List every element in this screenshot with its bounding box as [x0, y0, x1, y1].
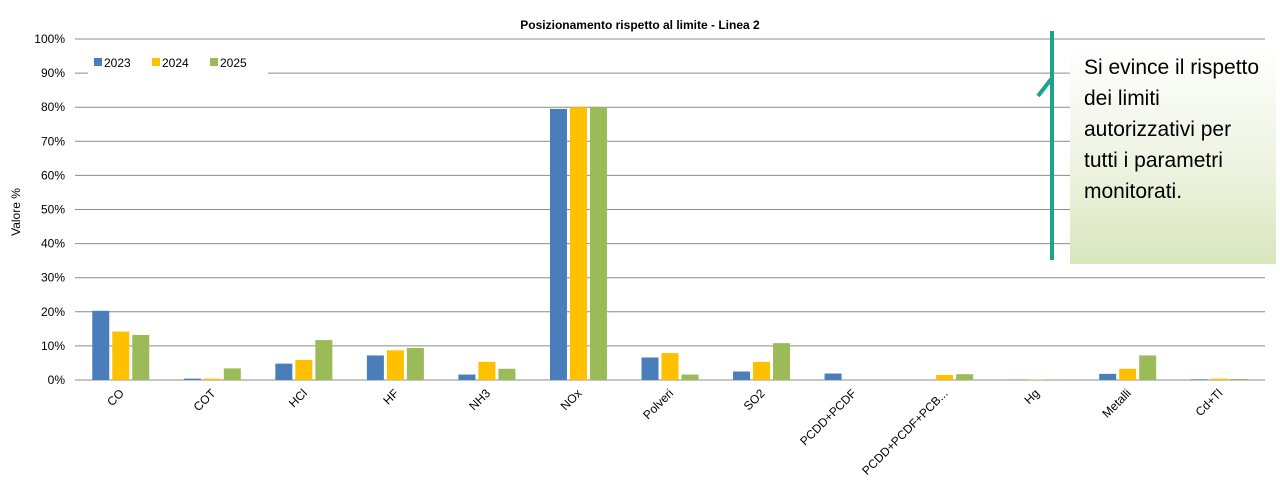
- legend-swatch: [210, 58, 218, 66]
- bar: [458, 374, 476, 380]
- x-tick-label: PCDD+PCDF: [797, 386, 859, 448]
- bar: [569, 107, 587, 380]
- bar: [641, 357, 659, 380]
- x-tick-label: COT: [191, 386, 219, 414]
- legend-swatch: [94, 58, 102, 66]
- legend-swatch: [152, 58, 160, 66]
- bar: [1139, 355, 1157, 380]
- bar: [773, 343, 791, 380]
- bar: [315, 340, 333, 380]
- x-tick-label: Hg: [1022, 386, 1043, 407]
- bar: [549, 108, 567, 380]
- callout-pointer: [1036, 76, 1054, 98]
- bar: [1210, 378, 1228, 380]
- bar: [1099, 373, 1117, 380]
- legend-label: 2025: [220, 56, 247, 70]
- bar: [478, 361, 496, 380]
- bar: [1190, 379, 1208, 380]
- x-tick-label: PCDD+PCDF+PCB...: [859, 386, 950, 477]
- bar: [498, 368, 516, 380]
- y-tick-label: 20%: [41, 305, 65, 319]
- y-tick-label: 100%: [34, 32, 65, 46]
- bar: [112, 331, 130, 380]
- bar: [406, 347, 424, 380]
- bar: [183, 378, 201, 380]
- bar: [92, 310, 110, 380]
- y-tick-label: 80%: [41, 100, 65, 114]
- bar: [589, 107, 607, 380]
- bar: [681, 374, 699, 380]
- y-tick-label: 70%: [41, 134, 65, 148]
- x-tick-label: CO: [104, 386, 127, 409]
- x-tick-label: Metalli: [1099, 386, 1133, 420]
- bar: [203, 378, 221, 380]
- y-tick-label: 30%: [41, 271, 65, 285]
- x-tick-label: HF: [380, 386, 401, 407]
- bar: [753, 361, 771, 380]
- chart-title: Posizionamento rispetto al limite - Line…: [520, 18, 760, 32]
- x-tick-label: Cd+Tl: [1193, 386, 1226, 419]
- bar: [295, 359, 313, 380]
- y-tick-label: 60%: [41, 168, 65, 182]
- bar: [275, 363, 293, 380]
- bar: [223, 368, 241, 380]
- bar: [936, 374, 954, 380]
- x-tick-label: NH3: [466, 386, 493, 413]
- legend-background: [88, 50, 268, 74]
- legend-label: 2023: [104, 56, 131, 70]
- x-tick-label: SO2: [741, 386, 768, 413]
- y-tick-label: 40%: [41, 237, 65, 251]
- y-tick-label: 0%: [48, 373, 66, 387]
- bar: [1119, 368, 1137, 380]
- y-axis-label: Valore %: [9, 188, 23, 236]
- x-tick-label: NOx: [558, 386, 585, 413]
- bar: [956, 374, 974, 380]
- callout: Si evince il rispetto dei limiti autoriz…: [1070, 46, 1276, 264]
- bar: [824, 373, 842, 380]
- x-tick-label: Polveri: [640, 386, 676, 422]
- y-tick-label: 50%: [41, 203, 65, 217]
- y-tick-label: 90%: [41, 66, 65, 80]
- bar: [366, 355, 384, 380]
- y-tick-label: 10%: [41, 339, 65, 353]
- x-tick-label: HCl: [286, 386, 310, 410]
- bar: [733, 371, 751, 380]
- bar: [132, 334, 150, 380]
- bar: [1230, 378, 1248, 380]
- bar: [661, 353, 679, 380]
- bar: [386, 350, 404, 380]
- legend-label: 2024: [162, 56, 189, 70]
